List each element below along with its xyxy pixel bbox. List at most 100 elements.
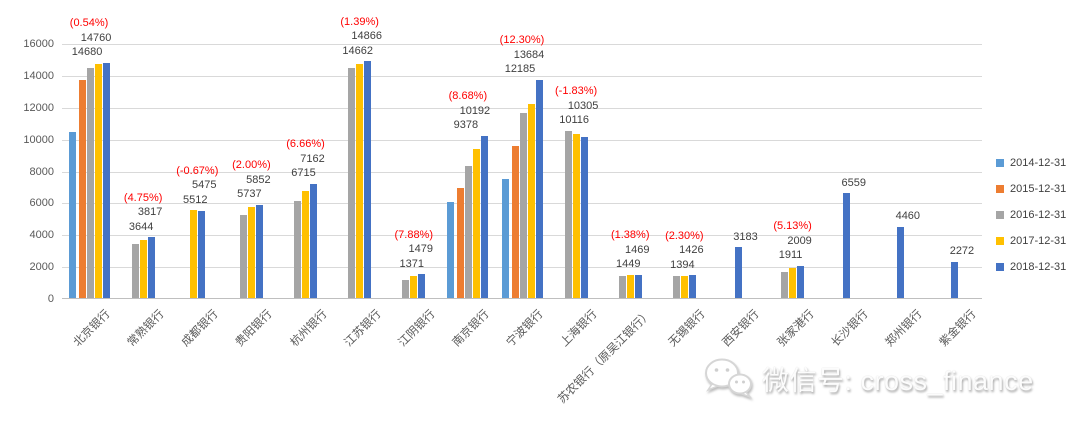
bar (951, 261, 959, 298)
x-category-label: 苏农银行（原吴江银行） (555, 308, 654, 407)
bar (364, 61, 372, 298)
data-label-group: (0.54%) 14760 14680 (69, 16, 112, 60)
legend-label: 2014-12-31 (1010, 157, 1067, 169)
bar (255, 204, 263, 298)
data-label-group: (-1.83%) 10305 10116 (555, 84, 598, 128)
x-category-label: 无锡银行 (666, 308, 708, 350)
bar (781, 271, 789, 298)
data-label-group: (-0.67%) 5475 5512 (176, 164, 218, 208)
growth-pct-label: (-0.67%) (176, 164, 219, 177)
data-label-group: (12.30%) 13684 12185 (500, 33, 545, 77)
bar (789, 267, 797, 298)
bar (402, 280, 410, 298)
x-category-label: 张家港行 (775, 308, 817, 350)
legend-swatch (996, 237, 1004, 245)
value-label: 3183 (733, 230, 758, 243)
y-tick-label: 16000 (23, 38, 54, 50)
bar (139, 239, 147, 298)
data-label-group: (1.39%) 14866 14662 (340, 15, 382, 59)
x-category-label: 常熟银行 (125, 308, 167, 350)
value-label: 6715 (291, 167, 316, 180)
bar (897, 226, 905, 298)
gridline (62, 44, 982, 45)
data-label-group: (1.38%) 1469 1449 (611, 228, 650, 272)
x-category-label: 郑州银行 (883, 308, 925, 350)
growth-pct-label: (8.68%) (448, 90, 488, 103)
bar (348, 68, 356, 298)
wechat-icon (705, 358, 753, 399)
value-label: 5475 (192, 179, 217, 192)
value-label: 1426 (679, 244, 704, 257)
value-label: 1469 (624, 243, 650, 256)
bar (457, 188, 465, 298)
growth-pct-label: (1.38%) (610, 229, 650, 242)
data-label-group: 2272 (943, 244, 974, 259)
bar (626, 274, 634, 298)
value-label: 6559 (841, 176, 866, 189)
growth-pct-label: (0.54%) (69, 17, 109, 30)
legend-swatch (996, 159, 1004, 167)
y-tick-label: 6000 (29, 197, 54, 210)
value-label: 1394 (670, 258, 695, 271)
x-category-label: 江阴银行 (396, 308, 438, 350)
legend-item: 2014-12-31 (996, 150, 1066, 176)
bar (302, 190, 310, 298)
plot-area: (0.54%) 14760 14680 (4.75%) 3817 3644 (-0.67%)… (62, 16, 982, 299)
value-label: 10192 (459, 104, 491, 117)
y-tick-label: 2000 (29, 261, 54, 274)
bar (481, 135, 489, 298)
bar (843, 193, 851, 298)
gridline (62, 107, 982, 109)
x-category-label: 长沙银行 (829, 308, 871, 350)
value-label: 12185 (504, 63, 536, 76)
bar (519, 113, 527, 298)
bar (356, 64, 364, 298)
legend-item: 2018-12-31 (996, 254, 1066, 280)
bar (680, 275, 688, 298)
value-label: 3644 (128, 220, 154, 233)
bar (131, 243, 139, 298)
bar (294, 200, 302, 298)
bar (618, 275, 626, 298)
value-label: 2009 (787, 234, 812, 247)
legend-label: 2015-12-31 (1010, 183, 1067, 195)
bar (78, 79, 86, 298)
growth-pct-label: (-1.83%) (555, 85, 598, 98)
bar (473, 148, 481, 298)
growth-pct-label: (1.39%) (340, 15, 379, 28)
bar (410, 276, 418, 298)
growth-pct-label: (2.30%) (665, 229, 704, 242)
legend-item: 2015-12-31 (996, 176, 1066, 202)
y-tick-label: 0 (47, 293, 54, 305)
growth-pct-label: (5.13%) (773, 220, 812, 233)
bar (501, 179, 509, 298)
x-category-label: 杭州银行 (288, 308, 330, 350)
growth-pct-label: (7.88%) (394, 228, 434, 241)
bar (672, 276, 680, 298)
bar (527, 103, 535, 298)
legend-label: 2018-12-31 (1010, 261, 1067, 273)
legend-label: 2016-12-31 (1010, 209, 1067, 221)
bar (68, 132, 76, 298)
bar (634, 274, 642, 298)
value-label: 1479 (408, 243, 433, 256)
bar (310, 183, 318, 298)
bar (418, 274, 426, 298)
data-label-group: (2.30%) 1426 1394 (665, 229, 704, 273)
growth-pct-label: (2.00%) (232, 159, 271, 172)
growth-pct-label: (4.75%) (123, 191, 163, 204)
bar (247, 206, 255, 298)
growth-pct-label: (6.66%) (286, 138, 325, 151)
bar (447, 202, 455, 298)
value-label: 13684 (513, 48, 545, 61)
bar (102, 62, 110, 298)
growth-pct-label: (12.30%) (499, 34, 545, 47)
value-label: 3817 (137, 206, 163, 219)
y-tick-label: 10000 (23, 133, 54, 146)
data-label-group: (6.66%) 7162 6715 (286, 137, 325, 181)
data-label-group: 3183 (726, 230, 757, 245)
bar (189, 210, 197, 298)
value-label: 1449 (615, 258, 641, 271)
gridline (62, 75, 982, 77)
bar (197, 210, 205, 298)
